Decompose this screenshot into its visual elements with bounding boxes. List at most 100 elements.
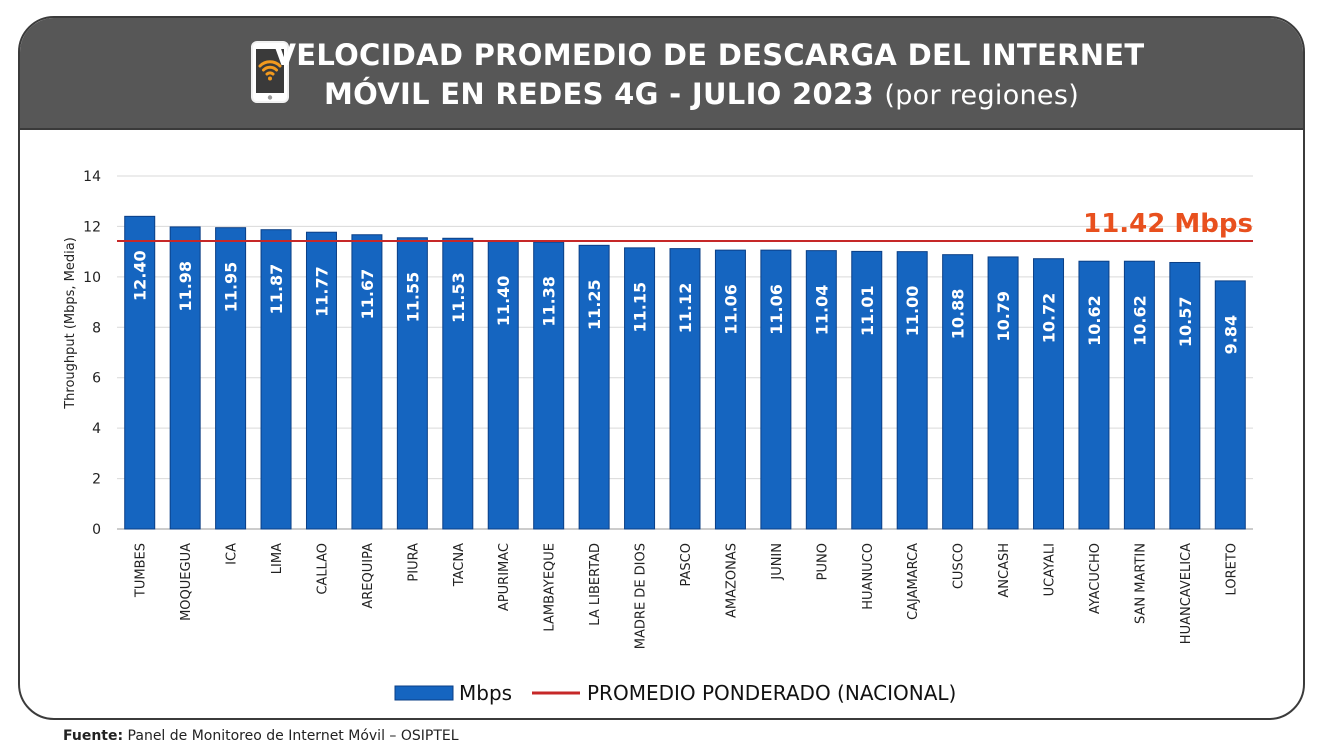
x-tick-label: LA LIBERTAD — [588, 543, 603, 626]
bar-value-label: 12.40 — [131, 250, 150, 301]
bar-value-label: 11.87 — [267, 264, 286, 315]
bar-value-label: 11.04 — [812, 285, 831, 336]
chart-title-line-1: VELOCIDAD PROMEDIO DE DESCARGA DEL INTER… — [273, 38, 1145, 72]
bar-cajamarca — [896, 251, 928, 530]
bar-value-label: 11.00 — [903, 286, 922, 337]
wifi-phone-icon — [251, 41, 289, 103]
bar-value-label: 11.67 — [358, 269, 377, 320]
y-axis-label: Throughput (Mbps, Media) — [63, 237, 78, 410]
bar-ucayali — [1033, 258, 1065, 530]
bar-ica — [215, 227, 247, 530]
x-tick-label: AYACUCHO — [1088, 543, 1103, 614]
x-tick-label: PIURA — [406, 543, 421, 582]
y-tick-label: 2 — [92, 472, 101, 488]
bar-value-label: 11.12 — [676, 283, 695, 334]
bar-madre-de-dios — [624, 247, 656, 530]
bar-value-label: 9.84 — [1221, 315, 1240, 354]
x-tick-label: ANCASH — [997, 543, 1012, 598]
chart-title-main: MÓVIL EN REDES 4G - JULIO 2023 — [323, 77, 874, 111]
bar-callao — [305, 231, 337, 530]
y-tick-label: 8 — [92, 320, 101, 336]
x-tick-label: JUNIN — [770, 543, 785, 581]
average-line-group: 11.42 Mbps — [117, 209, 1253, 243]
source-label: Fuente: — [63, 728, 124, 744]
bar-value-label: 10.79 — [994, 291, 1013, 342]
y-tick-label: 10 — [83, 270, 101, 286]
bar-value-label: 11.01 — [858, 285, 877, 336]
y-tick-label: 12 — [83, 219, 101, 235]
bar-puno — [805, 250, 837, 530]
bar-piura — [396, 237, 428, 530]
chart-title-sub: (por regiones) — [884, 80, 1080, 111]
x-tick-label: AREQUIPA — [361, 543, 376, 609]
bar-moquegua — [169, 226, 201, 530]
bar-value-label: 11.77 — [312, 266, 331, 317]
bar-tumbes — [124, 215, 156, 530]
bar-san-martin — [1123, 260, 1155, 530]
bar-value-label: 11.06 — [721, 284, 740, 335]
x-tick-label: LAMBAYEQUE — [543, 543, 558, 632]
bar-value-label: 10.88 — [949, 289, 968, 340]
bar-tacna — [442, 237, 474, 530]
bar-la-libertad — [578, 244, 610, 530]
x-tick-label: LORETO — [1224, 543, 1239, 595]
bar-arequipa — [351, 234, 383, 530]
bar-junin — [760, 249, 792, 530]
bar-value-label: 11.40 — [494, 276, 513, 327]
y-tick-label: 14 — [83, 169, 101, 185]
x-tick-label: PUNO — [815, 543, 830, 580]
x-tick-label: HUANUCO — [861, 543, 876, 610]
x-tick-label: ICA — [225, 543, 240, 565]
x-tick-label: APURIMAC — [497, 543, 512, 611]
bar-value-label: 10.62 — [1130, 295, 1149, 346]
x-tick-label: MADRE DE DIOS — [634, 543, 649, 649]
x-tick-label: TACNA — [452, 543, 467, 587]
bar-value-label: 11.53 — [449, 272, 468, 323]
y-tick-label: 4 — [92, 421, 101, 437]
bar-lambayeque — [533, 241, 565, 530]
legend-label-bars: Mbps — [459, 681, 512, 705]
bar-value-label: 10.62 — [1085, 295, 1104, 346]
x-tick-label: AMAZONAS — [724, 543, 739, 618]
bar-value-label: 11.15 — [631, 282, 650, 333]
average-value-label: 11.42 Mbps — [1083, 209, 1253, 239]
bar-value-label: 11.06 — [767, 284, 786, 335]
x-tick-label: CAJAMARCA — [906, 543, 921, 620]
bar-ayacucho — [1078, 260, 1110, 530]
x-tick-label: LIMA — [270, 543, 285, 574]
bar-ancash — [987, 256, 1019, 530]
bar-lima — [260, 229, 292, 530]
x-tick-label: CUSCO — [952, 543, 967, 589]
bars: 12.40 11.98 11.95 11.87 11.77 11.67 11.55 11.53… — [124, 215, 1246, 530]
x-tick-label: UCAYALI — [1043, 543, 1058, 596]
y-tick-label: 6 — [92, 371, 101, 387]
bar-huanuco — [851, 250, 883, 530]
source-note: Fuente: Panel de Monitoreo de Internet M… — [63, 728, 459, 744]
bar-value-label: 10.72 — [1040, 293, 1059, 344]
bar-huancavelica — [1169, 261, 1201, 530]
bar-apurimac — [487, 241, 519, 530]
bar-loreto — [1214, 280, 1246, 530]
x-tick-label: SAN MARTIN — [1133, 543, 1148, 624]
chart-title-line-2: MÓVIL EN REDES 4G - JULIO 2023 (por regi… — [20, 77, 1303, 111]
bar-value-label: 11.55 — [403, 272, 422, 323]
bar-value-label: 11.25 — [585, 279, 604, 330]
bar-value-label: 11.38 — [540, 276, 559, 327]
title-banner: VELOCIDAD PROMEDIO DE DESCARGA DEL INTER… — [20, 18, 1303, 130]
bar-value-label: 10.57 — [1176, 296, 1195, 347]
bar-pasco — [669, 248, 701, 530]
bar-amazonas — [714, 249, 746, 530]
legend-label-average: PROMEDIO PONDERADO (NACIONAL) — [587, 681, 956, 705]
y-tick-label: 0 — [92, 522, 101, 538]
bar-value-label: 11.98 — [176, 261, 195, 312]
legend-swatch-bars — [394, 685, 454, 701]
x-tick-label: MOQUEGUA — [179, 543, 194, 621]
x-tick-label: TUMBES — [134, 543, 149, 598]
x-tick-label: PASCO — [679, 543, 694, 586]
x-tick-label: CALLAO — [315, 543, 330, 595]
bar-cusco — [942, 254, 974, 530]
source-text: Panel de Monitoreo de Internet Móvil – O… — [127, 728, 459, 744]
x-axis-labels: TUMBES MOQUEGUA ICA LIMA CALLAO AREQUIPA PIURA… — [134, 543, 1240, 649]
x-tick-label: HUANCAVELICA — [1179, 543, 1194, 644]
